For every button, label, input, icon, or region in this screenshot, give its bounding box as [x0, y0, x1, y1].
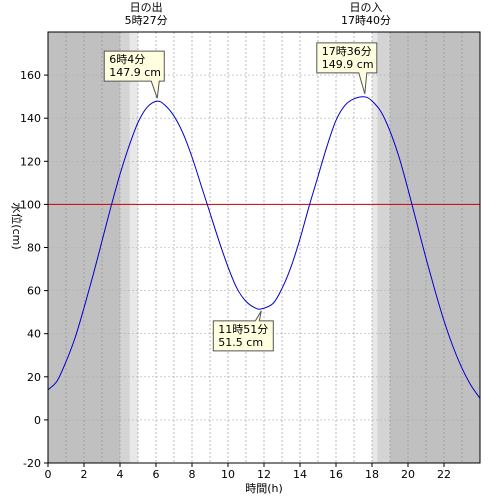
x-tick-label: 4	[117, 468, 124, 481]
sunrise-label: 日の出	[130, 0, 163, 14]
x-axis-label: 時間(h)	[245, 482, 283, 495]
x-axis-ticks: 0 2 4 6 8 10 12 14 16 18 20 22	[45, 463, 451, 481]
low-tide-time: 11時51分	[218, 323, 268, 336]
high-tide-2-annotation: 17時36分 149.9 cm	[316, 42, 378, 95]
low-tide-level: 51.5 cm	[218, 336, 263, 349]
high-tide-2-level: 149.9 cm	[322, 58, 374, 71]
y-tick-label: 120	[20, 155, 41, 168]
x-tick-label: 2	[81, 468, 88, 481]
sunset-time: 17時40分	[341, 14, 391, 27]
x-tick-label: 6	[153, 468, 160, 481]
night-band-evening	[390, 32, 480, 463]
x-tick-label: 0	[45, 468, 52, 481]
x-tick-label: 14	[293, 468, 307, 481]
y-tick-label: 140	[20, 112, 41, 125]
high-tide-1-annotation: 6時4分 147.9 cm	[103, 50, 165, 99]
twilight-band-evening-2	[377, 32, 390, 463]
x-tick-label: 20	[401, 468, 415, 481]
y-axis-ticks: -20 0 20 40 60 80 100 120 140 160	[20, 69, 48, 470]
y-axis-label: 水位(cm)	[10, 202, 24, 249]
high-tide-2-time: 17時36分	[322, 45, 372, 58]
y-tick-label: 160	[20, 69, 41, 82]
series-group	[47, 96, 481, 399]
sunrise-time: 5時27分	[125, 14, 168, 27]
twilight-band-evening-1	[372, 32, 378, 463]
high-tide-1-time: 6時4分	[109, 53, 145, 66]
sunset-label: 日の入	[350, 1, 383, 14]
y-tick-label: 80	[27, 242, 41, 255]
low-tide-annotation: 11時51分 51.5 cm	[212, 310, 274, 352]
high-tide-1-level: 147.9 cm	[109, 66, 161, 79]
x-tick-label: 12	[257, 468, 271, 481]
x-tick-label: 22	[437, 468, 451, 481]
x-tick-label: 16	[329, 468, 343, 481]
y-tick-label: 100	[20, 198, 41, 211]
y-tick-label: 40	[27, 328, 41, 341]
y-tick-label: 20	[27, 371, 41, 384]
y-tick-label: 0	[34, 414, 41, 427]
water-level-line	[47, 96, 481, 399]
x-tick-label: 8	[189, 468, 196, 481]
y-tick-label: 60	[27, 285, 41, 298]
x-tick-label: 10	[221, 468, 235, 481]
y-tick-label: -20	[23, 457, 41, 470]
x-tick-label: 18	[365, 468, 379, 481]
